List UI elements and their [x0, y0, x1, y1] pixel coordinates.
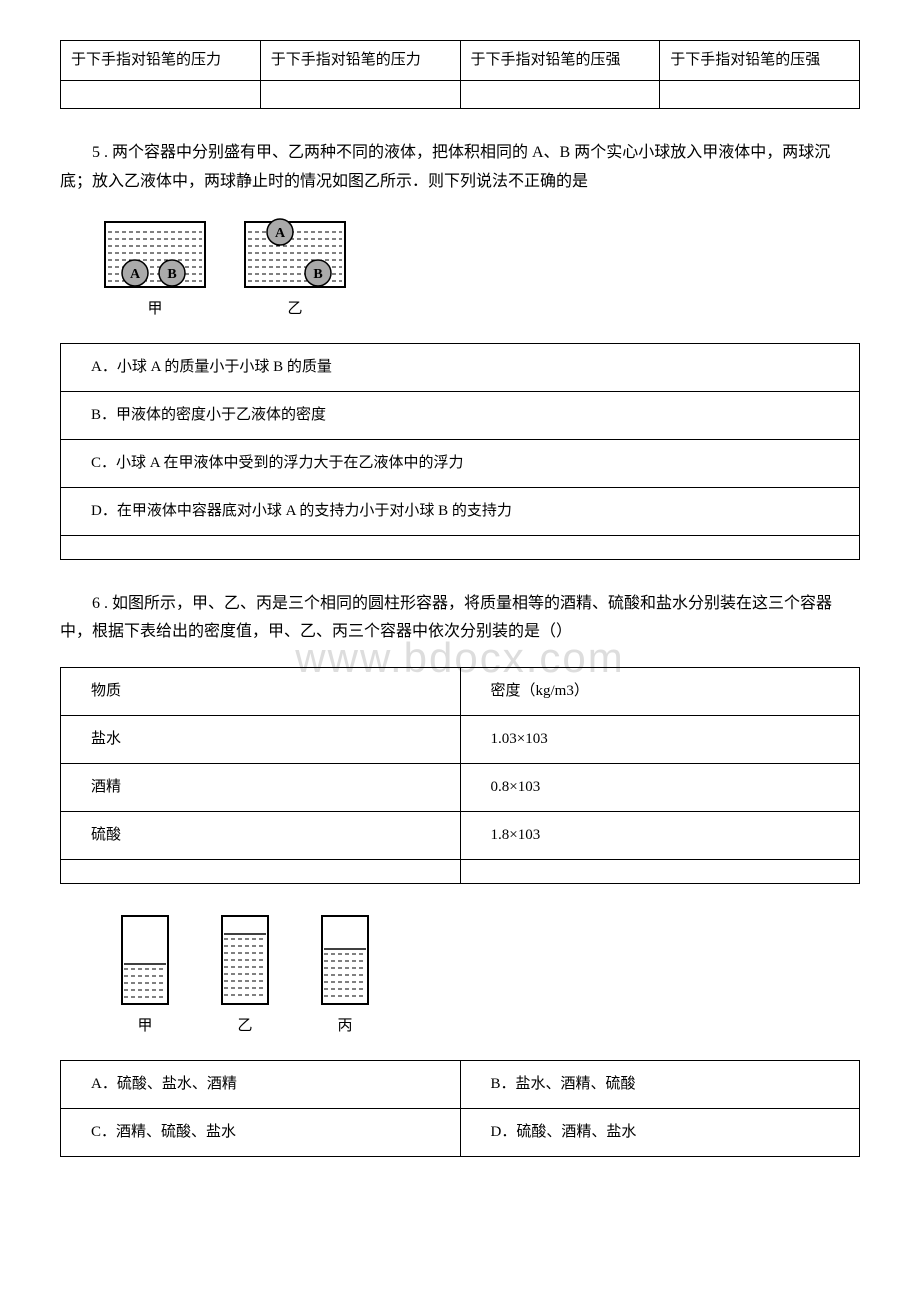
q5-option-b: B．甲液体的密度小于乙液体的密度: [61, 391, 860, 439]
cylinder-2: 丙: [320, 914, 370, 1040]
cylinder-2-svg: [320, 914, 370, 1009]
top-cell-1: 于下手指对铅笔的压力: [260, 41, 460, 81]
cylinder-1: 乙: [220, 914, 270, 1040]
density-row-0-0: 盐水: [61, 716, 461, 764]
beaker-2-label: 乙: [240, 296, 350, 323]
svg-text:B: B: [167, 267, 176, 282]
q5-option-d: D．在甲液体中容器底对小球 A 的支持力小于对小球 B 的支持力: [61, 487, 860, 535]
top-empty-1: [260, 81, 460, 109]
beaker-1-svg: A B: [100, 217, 210, 292]
q5-options-table: A．小球 A 的质量小于小球 B 的质量 B．甲液体的密度小于乙液体的密度 C．…: [60, 343, 860, 560]
density-empty-1: [460, 860, 860, 884]
q5-figures: A B 甲 A B 乙: [100, 217, 860, 323]
cylinder-2-label: 丙: [320, 1013, 370, 1040]
beaker-2-svg: A B: [240, 217, 350, 292]
cylinder-0-label: 甲: [120, 1013, 170, 1040]
q6-density-table: 物质 密度（kg/m3） 盐水 1.03×103 酒精 0.8×103 硫酸 1…: [60, 667, 860, 884]
density-row-2-1: 1.8×103: [460, 812, 860, 860]
top-cell-2: 于下手指对铅笔的压强: [460, 41, 660, 81]
density-row-1-1: 0.8×103: [460, 764, 860, 812]
svg-text:A: A: [275, 226, 286, 241]
density-header-1: 密度（kg/m3）: [460, 668, 860, 716]
density-row-2-0: 硫酸: [61, 812, 461, 860]
cylinder-1-label: 乙: [220, 1013, 270, 1040]
top-empty-3: [660, 81, 860, 109]
q6-option-d: D．硫酸、酒精、盐水: [460, 1109, 860, 1157]
svg-text:A: A: [130, 267, 141, 282]
density-row-0-1: 1.03×103: [460, 716, 860, 764]
q4-top-table: 于下手指对铅笔的压力 于下手指对铅笔的压力 于下手指对铅笔的压强 于下手指对铅笔…: [60, 40, 860, 109]
cylinder-0-svg: [120, 914, 170, 1009]
q6-text: 6 . 如图所示，甲、乙、丙是三个相同的圆柱形容器，将质量相等的酒精、硫酸和盐水…: [60, 590, 860, 648]
q5-text: 5 . 两个容器中分别盛有甲、乙两种不同的液体，把体积相同的 A、B 两个实心小…: [60, 139, 860, 197]
q6-option-c: C．酒精、硫酸、盐水: [61, 1109, 461, 1157]
q6-options-table: A．硫酸、盐水、酒精 B．盐水、酒精、硫酸 C．酒精、硫酸、盐水 D．硫酸、酒精…: [60, 1060, 860, 1157]
q5-beaker-2: A B 乙: [240, 217, 350, 323]
cylinder-0: 甲: [120, 914, 170, 1040]
q5-option-a: A．小球 A 的质量小于小球 B 的质量: [61, 343, 860, 391]
top-cell-3: 于下手指对铅笔的压强: [660, 41, 860, 81]
top-empty-2: [460, 81, 660, 109]
top-empty-0: [61, 81, 261, 109]
q5-option-empty: [61, 535, 860, 559]
svg-text:B: B: [313, 267, 322, 282]
q6-option-a: A．硫酸、盐水、酒精: [61, 1061, 461, 1109]
beaker-1-label: 甲: [100, 296, 210, 323]
density-empty-0: [61, 860, 461, 884]
cylinder-1-svg: [220, 914, 270, 1009]
density-row-1-0: 酒精: [61, 764, 461, 812]
top-cell-0: 于下手指对铅笔的压力: [61, 41, 261, 81]
density-header-0: 物质: [61, 668, 461, 716]
q6-cylinders: 甲 乙: [120, 914, 860, 1040]
q6-option-b: B．盐水、酒精、硫酸: [460, 1061, 860, 1109]
q5-beaker-1: A B 甲: [100, 217, 210, 323]
q5-option-c: C．小球 A 在甲液体中受到的浮力大于在乙液体中的浮力: [61, 439, 860, 487]
